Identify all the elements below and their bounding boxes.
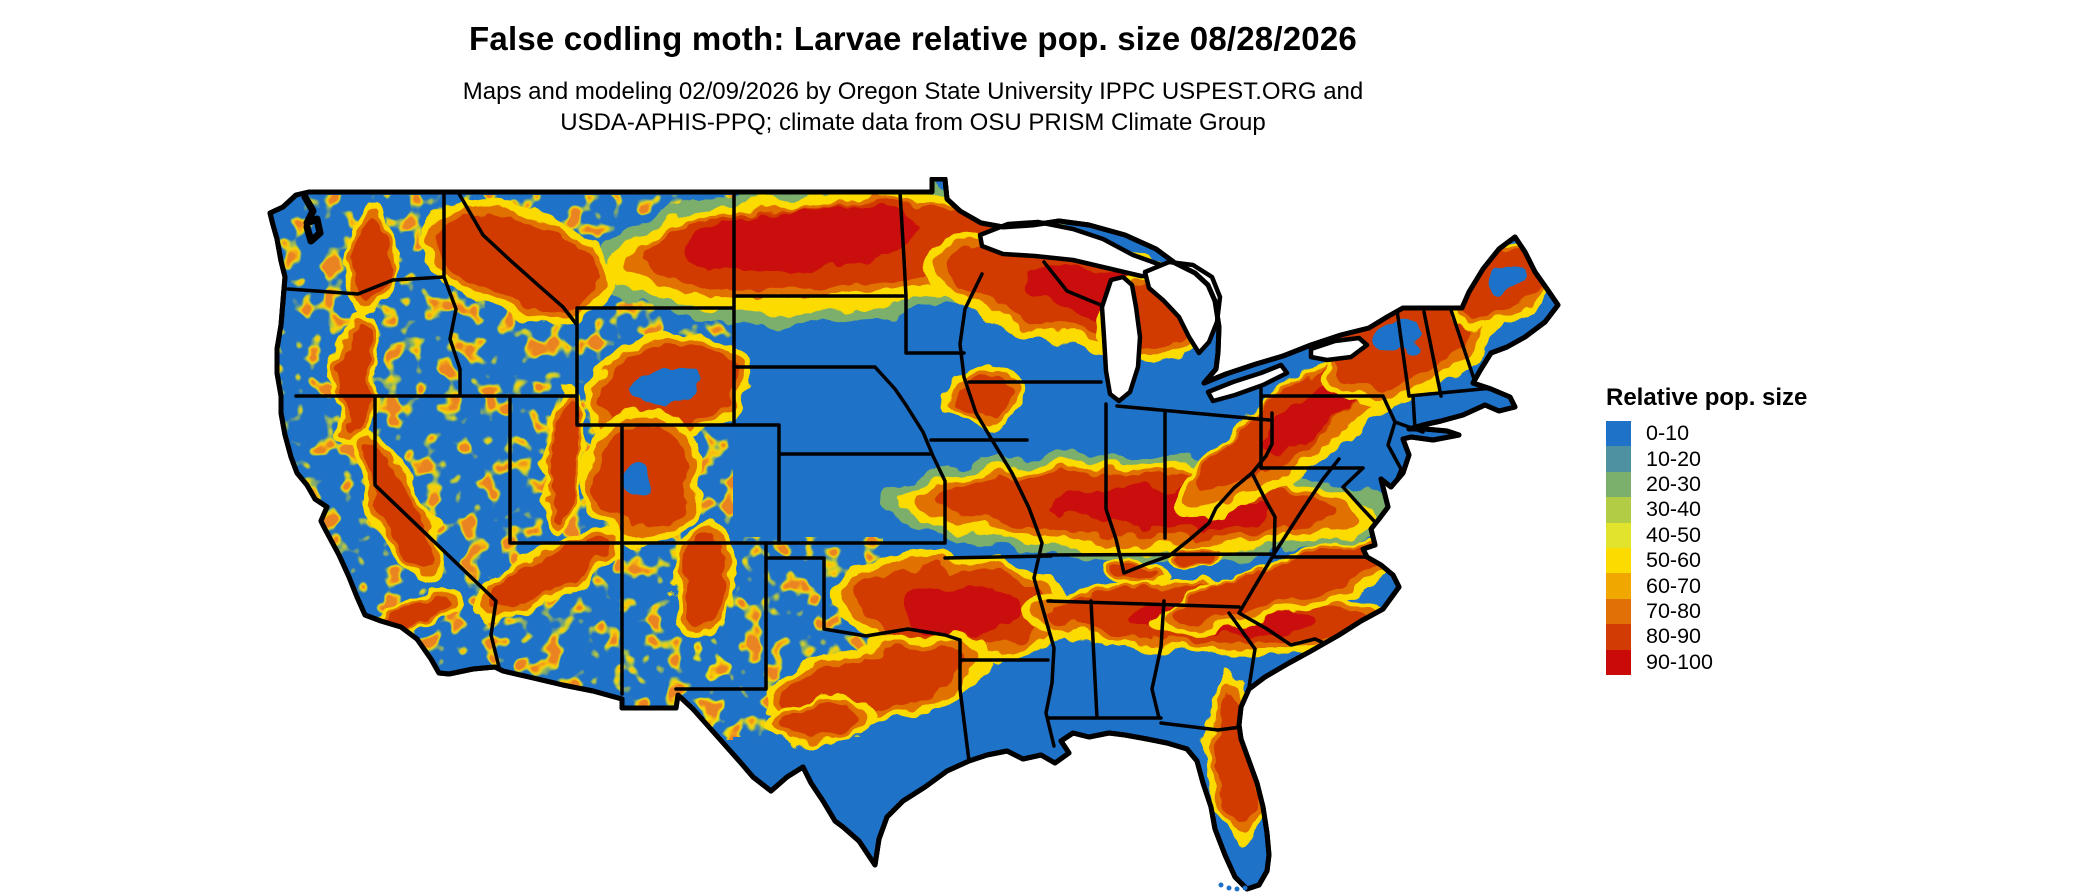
lake-huron: [1142, 259, 1223, 356]
legend-swatch: [1606, 649, 1631, 675]
lake-michigan: [1099, 274, 1143, 404]
legend-item: 90-100: [1606, 649, 1846, 675]
legend-label: 90-100: [1646, 649, 1713, 674]
hotspot-texas-hill-country: [771, 696, 875, 748]
hotspot-regions: [330, 180, 1556, 842]
legend-label: 40-50: [1646, 522, 1701, 547]
map-header: False codling moth: Larvae relative pop.…: [263, 20, 1563, 138]
legend-swatch: [1606, 573, 1631, 599]
legend-label: 60-70: [1646, 573, 1701, 598]
subtitle-line-2: USDA-APHIS-PPQ; climate data from OSU PR…: [560, 109, 1266, 136]
state-borders-south: [1040, 552, 1375, 732]
map-legend: Relative pop. size 0-10 10-20 20-30 30-4…: [1606, 384, 1846, 675]
map-subtitle: Maps and modeling 02/09/2026 by Oregon S…: [263, 76, 1563, 138]
great-lakes: [977, 219, 1370, 404]
legend-label: 30-40: [1646, 497, 1701, 522]
legend-swatch: [1606, 598, 1631, 625]
legend-item: 20-30: [1606, 471, 1846, 498]
hotspot-arizona-mogollon: [471, 528, 625, 622]
legend-swatch: [1606, 547, 1631, 574]
legend-label: 50-60: [1646, 548, 1701, 573]
legend-title: Relative pop. size: [1606, 384, 1808, 411]
hotspot-cascades-oregon: [330, 307, 380, 447]
legend-swatch: [1606, 471, 1631, 498]
hotspot-driftless: [943, 365, 1027, 425]
legend-swatch: [1606, 497, 1631, 523]
state-borders: [286, 190, 1505, 763]
hotspot-ozarks: [833, 551, 1073, 663]
hotspot-colorado-rockies: [581, 409, 705, 545]
hotspot-new-mexico: [672, 517, 734, 637]
legend-item: 40-50: [1606, 522, 1846, 548]
us-map-container: [263, 176, 1583, 892]
puget-sound: [301, 193, 324, 245]
lake-erie: [1205, 362, 1290, 404]
hotspot-northern-rockies: [421, 201, 615, 323]
us-coast-outline: [267, 176, 1561, 892]
hotspot-wasatch: [542, 390, 584, 534]
us-map: [267, 176, 1561, 892]
legend-label: 20-30: [1646, 471, 1701, 496]
legend-swatch: [1606, 446, 1631, 472]
legend-swatch: [1606, 421, 1631, 447]
legend-item: 80-90: [1606, 624, 1846, 650]
subtitle-line-1: Maps and modeling 02/09/2026 by Oregon S…: [462, 78, 1364, 105]
florida-keys: [1218, 882, 1248, 892]
legend-label: 10-20: [1646, 446, 1701, 471]
legend-item: 10-20: [1606, 446, 1846, 472]
legend-label: 70-80: [1646, 598, 1701, 623]
legend-swatch: [1606, 624, 1631, 650]
legend-label: 0-10: [1646, 421, 1690, 446]
lake-ontario: [1308, 335, 1370, 363]
legend-item: 70-80: [1606, 598, 1846, 625]
state-borders-plains: [674, 190, 1053, 763]
page-title: False codling moth: Larvae relative pop.…: [469, 20, 1357, 57]
legend-item: 30-40: [1606, 497, 1846, 523]
legend-item: 60-70: [1606, 573, 1846, 599]
legend-item: 0-10: [1606, 421, 1846, 447]
legend-label: 80-90: [1646, 624, 1701, 649]
legend-item: 50-60: [1606, 547, 1846, 574]
legend-swatch: [1606, 522, 1631, 548]
state-borders-midwest: [958, 260, 1274, 748]
